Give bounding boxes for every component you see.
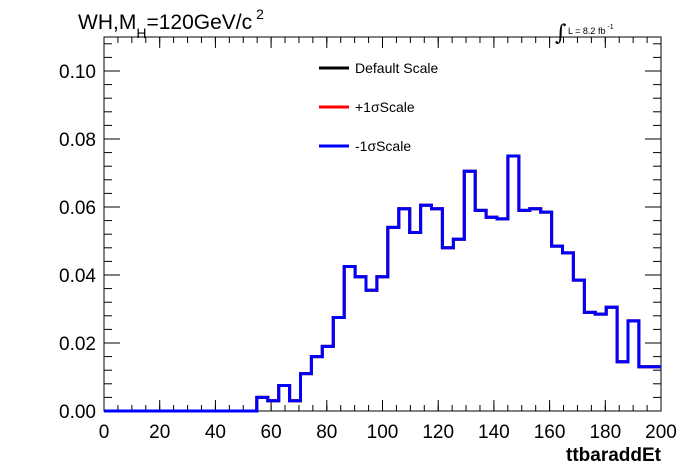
y-tick-labels: 0.00 0.02 0.04 0.06 0.08 0.10 <box>59 62 96 423</box>
lumi-integral-symbol: ∫ <box>555 21 567 46</box>
x-tick-labels: 0 20 40 60 80 100 120 140 160 180 200 <box>99 422 677 443</box>
series-minus-1sigma-line <box>104 154 661 413</box>
y-tick-label: 0.04 <box>59 266 96 287</box>
y-tick-label: 0.00 <box>59 402 96 423</box>
x-tick-label: 20 <box>149 422 170 443</box>
x-tick-label: 40 <box>205 422 226 443</box>
x-tick-label: 80 <box>316 422 337 443</box>
lumi-label: L = 8.2 fb -1 <box>568 24 614 36</box>
x-tick-label: 60 <box>261 422 282 443</box>
legend-label-default-scale: Default Scale <box>355 60 438 76</box>
title-subscript: H <box>136 25 146 41</box>
x-tick-label: 140 <box>478 422 510 443</box>
title-rest: =120GeV/c <box>146 11 252 34</box>
x-tick-label: 0 <box>99 422 110 443</box>
x-tick-label: 200 <box>645 422 677 443</box>
series-plus-1sigma-line <box>104 154 661 413</box>
minor-ticks <box>103 37 662 412</box>
y-tick-label: 0.08 <box>59 130 96 151</box>
chart-title: WH,MH=120GeV/c 2 <box>78 6 264 41</box>
title-superscript: 2 <box>256 6 264 22</box>
plot-frame <box>103 36 662 412</box>
x-tick-label: 160 <box>534 422 566 443</box>
y-tick-label: 0.10 <box>59 62 96 83</box>
x-axis-label: ttbaraddEt <box>566 445 662 466</box>
legend-label-plus-1sigma: +1σScale <box>355 99 415 115</box>
x-tick-label: 100 <box>367 422 399 443</box>
legend: Default Scale +1σScale -1σScale <box>319 60 438 154</box>
y-tick-label: 0.02 <box>59 334 96 355</box>
y-tick-label: 0.06 <box>59 198 96 219</box>
x-tick-label: 180 <box>589 422 621 443</box>
major-ticks <box>103 37 662 412</box>
series-default-scale-line <box>104 154 661 413</box>
x-tick-label: 120 <box>422 422 454 443</box>
legend-label-minus-1sigma: -1σScale <box>355 138 411 154</box>
